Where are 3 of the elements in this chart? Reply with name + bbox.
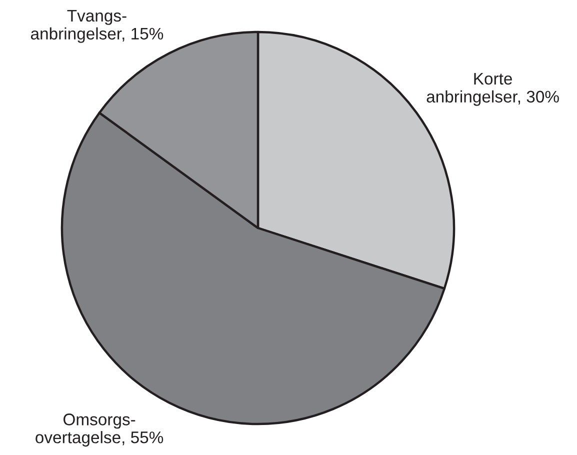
slice-label: Tvangs- anbringelser, 15%	[30, 10, 164, 43]
slice-label: Omsorgs- overtagelse, 55%	[36, 414, 164, 447]
slice-label: Korte anbringelser, 30%	[426, 73, 559, 106]
